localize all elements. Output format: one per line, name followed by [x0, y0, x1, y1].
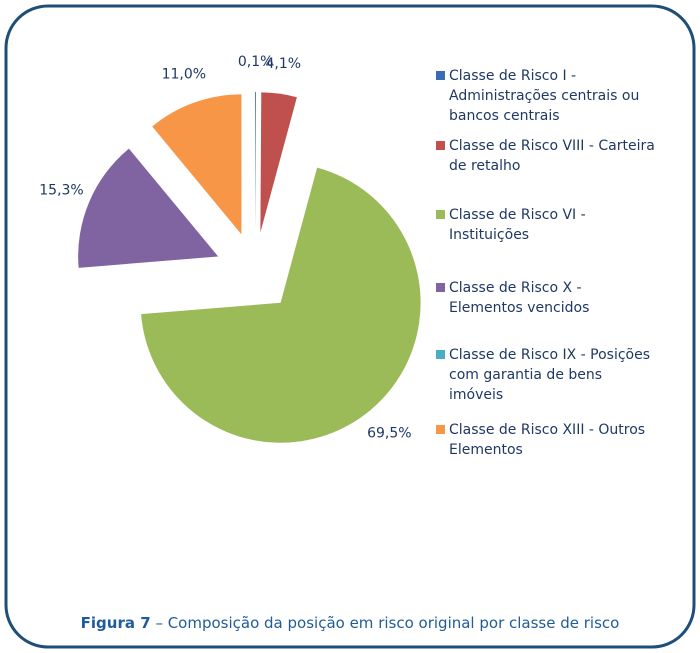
- data-label: 0,1%: [238, 54, 274, 70]
- legend-item: Classe de Risco VI - Instituições: [436, 205, 656, 245]
- legend-label: Classe de Risco XIII - Outros Elementos: [449, 422, 646, 458]
- legend-item: Classe de Risco IX - Posições com garant…: [436, 345, 656, 405]
- legend-swatch: [436, 141, 445, 150]
- pie-slice: [260, 92, 297, 233]
- pie-slice: [152, 94, 242, 235]
- data-label: 11,0%: [162, 66, 206, 82]
- legend-item: Classe de Risco X - Elementos vencidos: [436, 278, 656, 318]
- pie-slice: [141, 167, 421, 443]
- data-label: 4,1%: [265, 56, 301, 72]
- legend-label: Classe de Risco IX - Posições com garant…: [449, 347, 651, 403]
- legend-swatch: [436, 283, 445, 292]
- legend-swatch: [436, 350, 445, 359]
- pie-slice: [78, 148, 219, 268]
- data-label: 69,5%: [367, 425, 411, 441]
- caption-label: Figura 7: [80, 614, 151, 632]
- legend-swatch: [436, 425, 445, 434]
- legend-swatch: [436, 210, 445, 219]
- pie-slice: [255, 92, 257, 233]
- caption-text: – Composição da posição em risco origina…: [155, 614, 620, 632]
- legend-label: Classe de Risco VI - Instituições: [449, 207, 586, 243]
- legend-item: Classe de Risco XIII - Outros Elementos: [436, 420, 656, 460]
- legend-swatch: [436, 71, 445, 80]
- legend-item: Classe de Risco I - Administrações centr…: [436, 66, 656, 126]
- legend-label: Classe de Risco I - Administrações centr…: [449, 68, 640, 124]
- caption: Figura 7 – Composição da posição em risc…: [0, 614, 700, 632]
- legend-label: Classe de Risco VIII - Carteira de retal…: [449, 138, 655, 174]
- legend-item: Classe de Risco VIII - Carteira de retal…: [436, 136, 656, 176]
- data-label: 15,3%: [39, 182, 83, 198]
- legend-label: Classe de Risco X - Elementos vencidos: [449, 280, 590, 316]
